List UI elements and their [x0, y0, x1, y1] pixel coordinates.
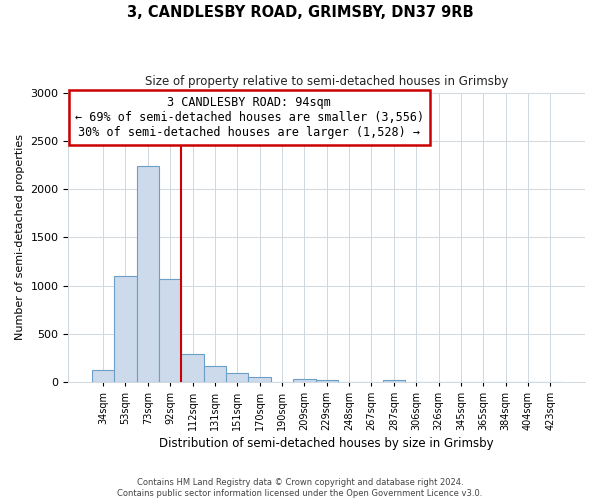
Bar: [92, 370, 114, 382]
Y-axis label: Number of semi-detached properties: Number of semi-detached properties: [15, 134, 25, 340]
Bar: [159, 279, 181, 382]
Text: 3 CANDLESBY ROAD: 94sqm
← 69% of semi-detached houses are smaller (3,556)
30% of: 3 CANDLESBY ROAD: 94sqm ← 69% of semi-de…: [74, 96, 424, 139]
Title: Size of property relative to semi-detached houses in Grimsby: Size of property relative to semi-detach…: [145, 75, 508, 88]
Bar: [383, 380, 405, 382]
Bar: [181, 354, 204, 382]
Bar: [204, 366, 226, 382]
Text: Contains HM Land Registry data © Crown copyright and database right 2024.
Contai: Contains HM Land Registry data © Crown c…: [118, 478, 482, 498]
Text: 3, CANDLESBY ROAD, GRIMSBY, DN37 9RB: 3, CANDLESBY ROAD, GRIMSBY, DN37 9RB: [127, 5, 473, 20]
Bar: [114, 276, 137, 382]
Bar: [226, 373, 248, 382]
X-axis label: Distribution of semi-detached houses by size in Grimsby: Distribution of semi-detached houses by …: [160, 437, 494, 450]
Bar: [137, 166, 159, 382]
Bar: [316, 380, 338, 382]
Bar: [248, 377, 271, 382]
Bar: [293, 379, 316, 382]
